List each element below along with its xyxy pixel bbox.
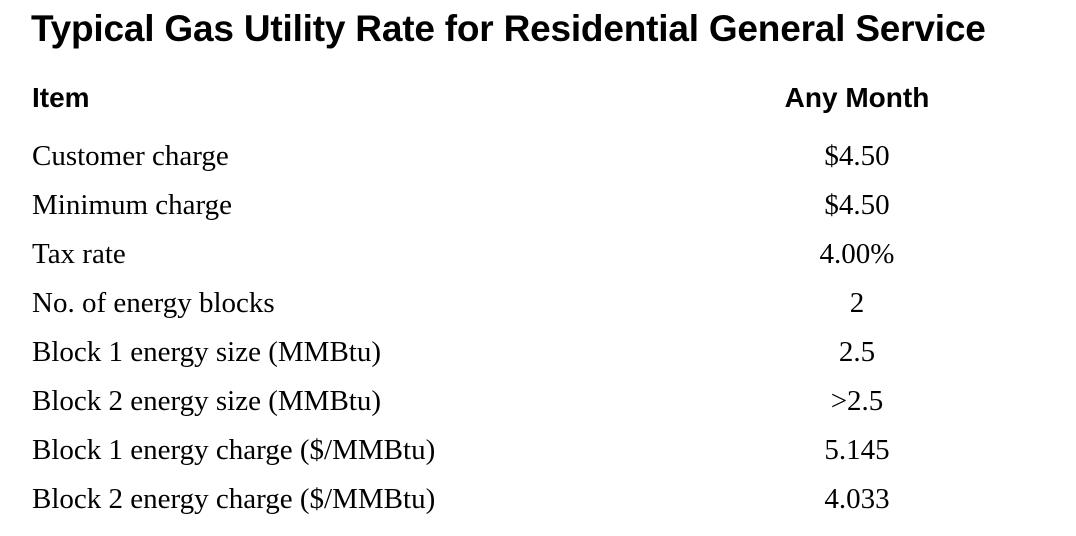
row-item-label: Block 1 energy charge ($/MMBtu) xyxy=(32,434,436,466)
row-value: $4.50 xyxy=(824,189,890,221)
row-value: 5.145 xyxy=(824,434,890,466)
table-row: Tax rate 4.00% xyxy=(0,234,1076,283)
table-row: Block 1 energy charge ($/MMBtu) 5.145 xyxy=(0,430,1076,479)
column-header-any-month: Any Month xyxy=(784,82,930,113)
row-value: 4.033 xyxy=(824,483,890,515)
row-value: $4.50 xyxy=(824,140,890,172)
row-item-label: Tax rate xyxy=(32,238,126,270)
table-row: Minimum charge $4.50 xyxy=(0,185,1076,234)
row-item-label: Block 1 energy size (MMBtu) xyxy=(32,336,382,368)
table-header: Item Any Month xyxy=(0,82,1076,122)
table-row: Block 2 energy size (MMBtu) >2.5 xyxy=(0,381,1076,430)
table-row: Customer charge $4.50 xyxy=(0,136,1076,185)
row-item-label: Block 2 energy size (MMBtu) xyxy=(32,385,382,417)
row-value: >2.5 xyxy=(830,385,884,417)
row-item-label: Block 2 energy charge ($/MMBtu) xyxy=(32,483,436,515)
table-body: Customer charge $4.50 Minimum charge $4.… xyxy=(0,136,1076,528)
column-header-item: Item xyxy=(32,82,90,113)
row-value: 2.5 xyxy=(838,336,876,368)
table-row: No. of energy blocks 2 xyxy=(0,283,1076,332)
table-title: Typical Gas Utility Rate for Residential… xyxy=(31,8,986,49)
row-value: 4.00% xyxy=(819,238,895,270)
row-item-label: Customer charge xyxy=(32,140,229,172)
table-row: Block 2 energy charge ($/MMBtu) 4.033 xyxy=(0,479,1076,528)
row-value: 2 xyxy=(849,287,865,319)
table-row: Block 1 energy size (MMBtu) 2.5 xyxy=(0,332,1076,381)
row-item-label: Minimum charge xyxy=(32,189,233,221)
row-item-label: No. of energy blocks xyxy=(32,287,275,319)
